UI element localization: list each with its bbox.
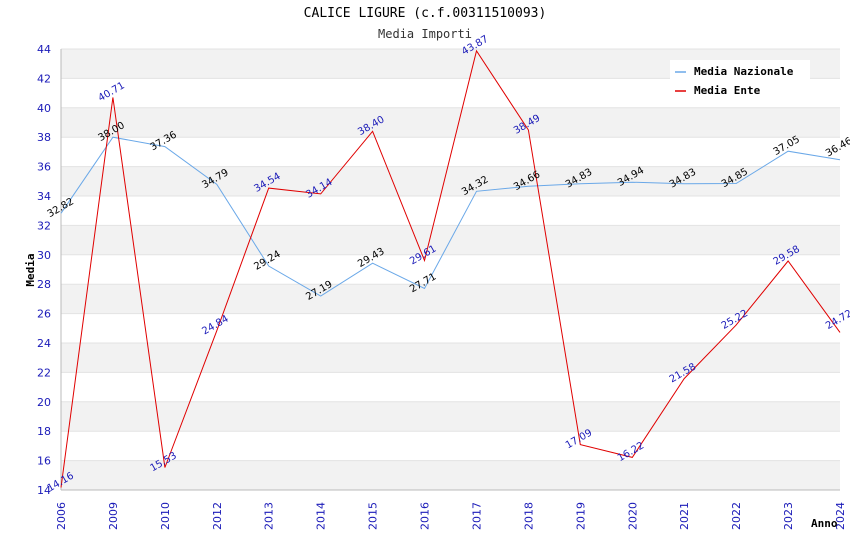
y-tick-label: 38 — [37, 131, 51, 144]
x-tick-label: 2021 — [678, 502, 691, 530]
legend: Media Nazionale Media Ente — [670, 60, 810, 102]
grid-band — [61, 107, 840, 138]
x-tick-label: 2023 — [782, 502, 795, 530]
y-tick-label: 28 — [37, 278, 51, 291]
legend-label-nazionale: Media Nazionale — [694, 65, 794, 78]
y-tick-label: 24 — [37, 337, 51, 350]
y-tick-label: 34 — [37, 190, 51, 203]
chart-title: CALICE LIGURE (c.f.00311510093) — [303, 6, 547, 21]
x-tick-label: 2013 — [263, 502, 276, 530]
y-tick-label: 18 — [37, 425, 51, 438]
x-tick-labels: 2006 2009 2010 2012 2013 2014 2015 2016 2017 2018… — [55, 502, 847, 530]
grid-band — [61, 166, 840, 196]
x-tick-label: 2015 — [367, 502, 380, 530]
x-tick-label: 2009 — [107, 502, 120, 530]
series-line-nazionale — [60, 136, 841, 297]
y-tick-label: 20 — [37, 396, 51, 409]
series-lines — [60, 49, 841, 488]
y-tick-label: 14 — [37, 484, 51, 497]
chart-subtitle: Media Importi — [378, 27, 472, 41]
x-tick-label: 2012 — [211, 502, 224, 530]
series-line-ente — [60, 49, 841, 488]
x-tick-label: 2014 — [315, 502, 328, 530]
y-tick-label: 22 — [37, 366, 51, 379]
y-tick-label: 40 — [37, 102, 51, 115]
x-axis-label: Anno — [811, 517, 838, 530]
x-tick-label: 2010 — [159, 502, 172, 530]
x-tick-label: 2020 — [626, 502, 639, 530]
y-axis-label: Media — [24, 253, 37, 286]
grid-band — [61, 460, 840, 490]
x-tick-label: 2018 — [522, 502, 535, 530]
x-tick-label: 2022 — [730, 502, 743, 530]
grid-band — [61, 343, 840, 373]
x-tick-label: 2019 — [574, 502, 587, 530]
x-tick-label: 2006 — [55, 502, 68, 530]
legend-label-ente: Media Ente — [694, 84, 761, 97]
y-tick-label: 30 — [37, 249, 51, 262]
y-tick-label: 16 — [37, 455, 51, 468]
grid-bands — [61, 48, 840, 491]
y-tick-label: 44 — [37, 43, 51, 56]
grid-band — [61, 401, 840, 432]
x-tick-label: 2024 — [834, 502, 847, 530]
data-label-ente: 40.71 — [97, 80, 127, 104]
y-tick-label: 32 — [37, 219, 51, 232]
data-label-nazionale: 36.46 — [824, 136, 850, 160]
grid-band — [61, 284, 840, 314]
axes — [60, 49, 840, 491]
x-tick-label: 2016 — [419, 502, 432, 530]
legend-box — [670, 60, 810, 102]
y-tick-label: 26 — [37, 308, 51, 321]
y-tick-label: 42 — [37, 72, 51, 85]
y-tick-label: 36 — [37, 161, 51, 174]
y-tick-labels: 14 16 18 20 22 24 26 28 30 32 34 36 38 40 42 44 — [37, 43, 51, 497]
x-tick-label: 2017 — [470, 502, 483, 530]
